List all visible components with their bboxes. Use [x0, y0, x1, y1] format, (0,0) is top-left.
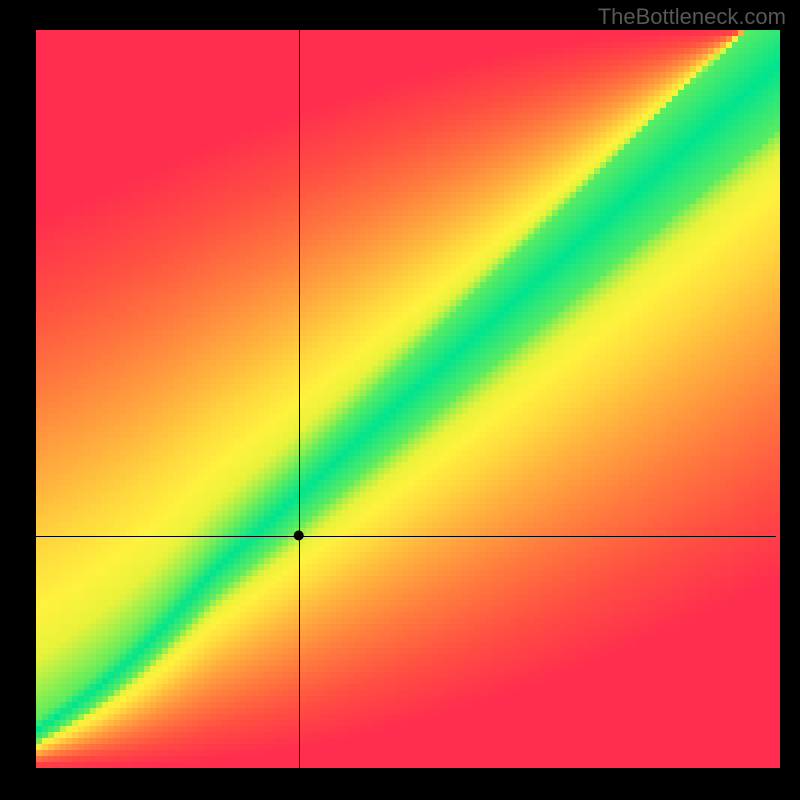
watermark-text: TheBottleneck.com — [598, 4, 786, 30]
chart-container: TheBottleneck.com — [0, 0, 800, 800]
bottleneck-heatmap — [0, 0, 800, 800]
